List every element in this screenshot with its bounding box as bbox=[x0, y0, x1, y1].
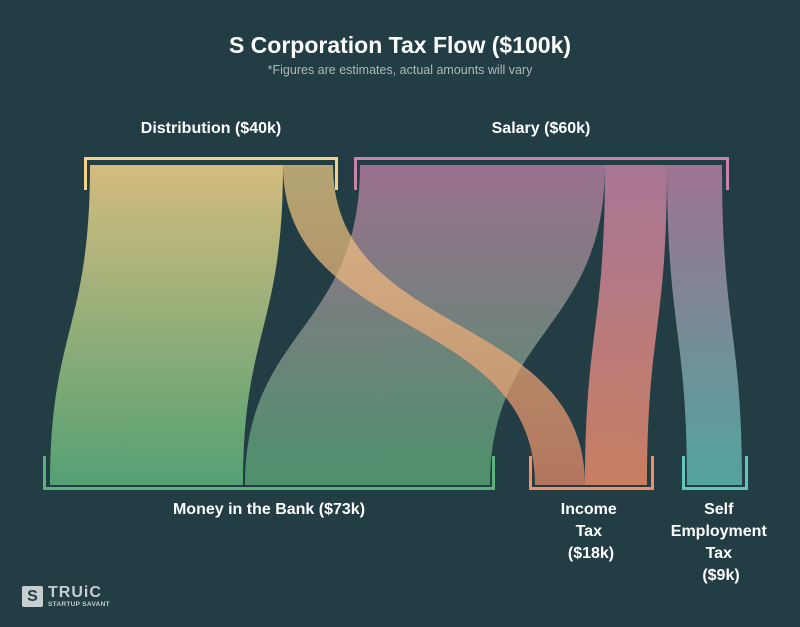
income-tax-label: Income Tax ($18k) bbox=[561, 501, 621, 562]
salary-label: Salary ($60k) bbox=[492, 120, 591, 137]
income-tax-label-line: Tax bbox=[576, 523, 602, 540]
logo-text: TRUiC STARTUP SAVANT bbox=[48, 585, 110, 609]
self-employment-tax-label-line: Tax bbox=[706, 545, 732, 562]
truic-logo: S TRUiC STARTUP SAVANT bbox=[22, 585, 110, 609]
self-employment-tax-label-line: Self bbox=[704, 501, 734, 518]
bank-label: Money in the Bank ($73k) bbox=[173, 501, 365, 518]
distribution-label: Distribution ($40k) bbox=[141, 120, 281, 137]
link-salary-to-self-employment-tax bbox=[667, 165, 742, 485]
logo-mark: S bbox=[22, 586, 43, 608]
bank-bracket bbox=[43, 456, 495, 490]
flow-links bbox=[50, 165, 742, 485]
self-employment-tax-bracket bbox=[682, 456, 748, 490]
self-employment-tax-label: Self Employment Tax ($9k) bbox=[671, 501, 771, 584]
distribution-bracket bbox=[84, 157, 338, 190]
income-tax-label-line: ($18k) bbox=[568, 545, 614, 562]
salary-bracket bbox=[354, 157, 729, 190]
self-employment-tax-label-line: Employment bbox=[671, 523, 768, 540]
link-distribution-to-bank bbox=[50, 165, 283, 485]
self-employment-tax-label-line: ($9k) bbox=[702, 567, 739, 584]
page-subtitle: *Figures are estimates, actual amounts w… bbox=[268, 63, 533, 77]
income-tax-bracket bbox=[529, 456, 654, 490]
link-distribution-to-income-tax bbox=[283, 165, 585, 485]
logo-tagline: STARTUP SAVANT bbox=[48, 601, 110, 608]
income-tax-label-line: Income bbox=[561, 501, 617, 518]
link-salary-to-income-tax bbox=[585, 165, 667, 485]
logo-name: TRUiC bbox=[48, 584, 102, 601]
page-title: S Corporation Tax Flow ($100k) bbox=[229, 32, 571, 58]
